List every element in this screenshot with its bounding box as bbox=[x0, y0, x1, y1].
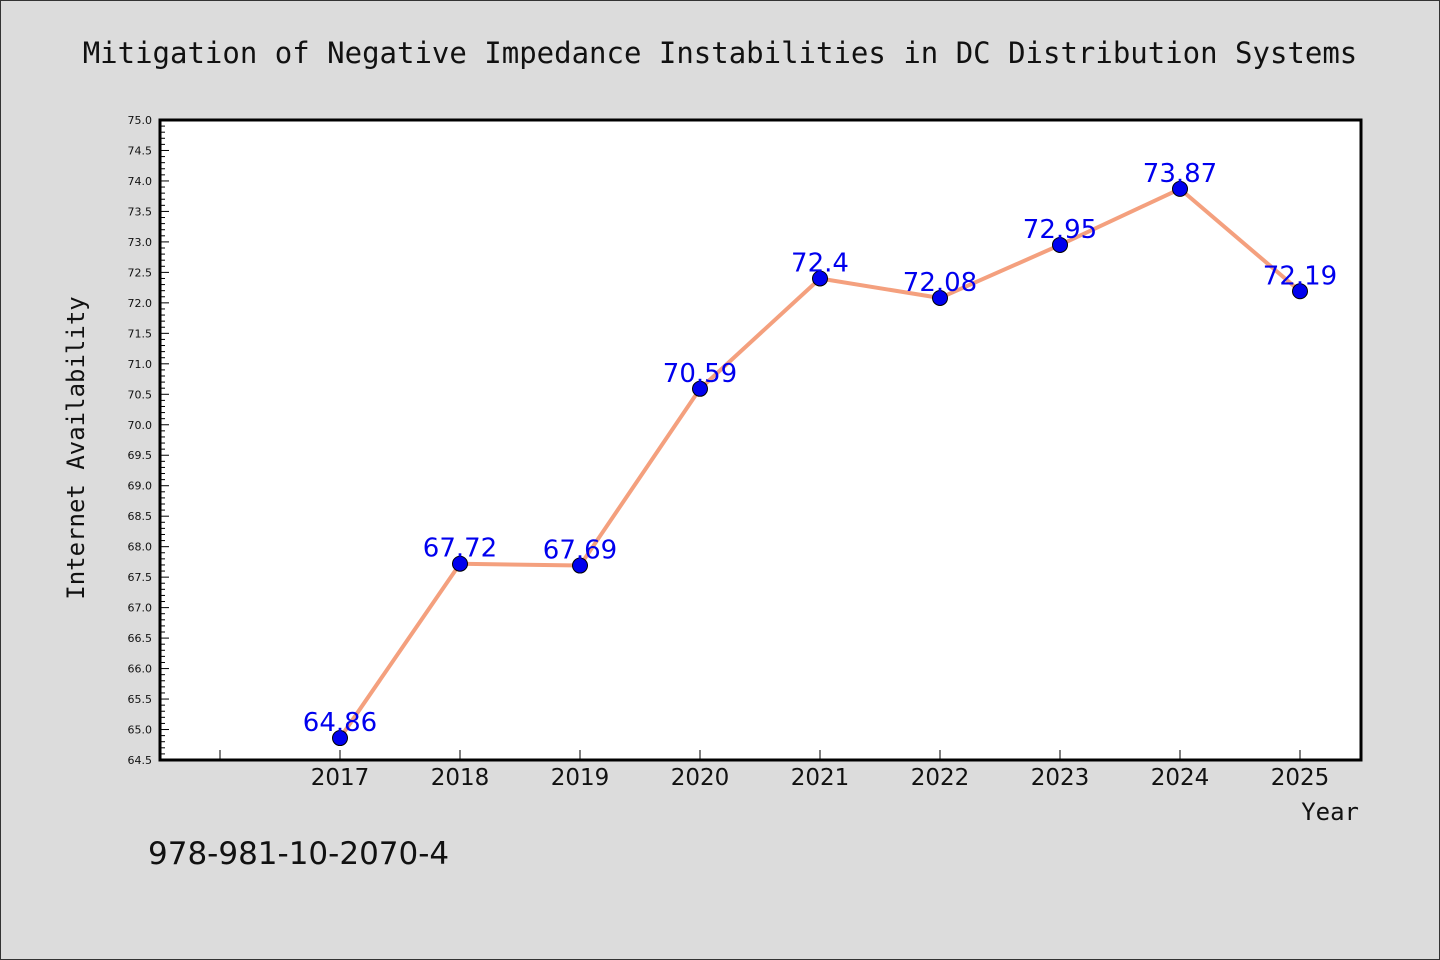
y-tick-label: 70.5 bbox=[128, 388, 153, 401]
data-label: 64.86 bbox=[303, 708, 377, 738]
data-label: 67.69 bbox=[543, 536, 617, 566]
chart-title: Mitigation of Negative Impedance Instabi… bbox=[83, 36, 1358, 70]
y-tick-label: 65.5 bbox=[128, 693, 153, 706]
data-label: 72.19 bbox=[1263, 261, 1337, 291]
y-tick-label: 68.5 bbox=[128, 510, 153, 523]
x-tick-label: 2017 bbox=[311, 765, 370, 791]
x-tick-label: 2021 bbox=[791, 765, 850, 791]
y-tick-label: 65.0 bbox=[128, 724, 153, 737]
x-tick-label: 2018 bbox=[431, 765, 490, 791]
data-label: 73.87 bbox=[1143, 159, 1217, 189]
x-tick-label: 2024 bbox=[1151, 765, 1210, 791]
data-label: 72.95 bbox=[1023, 215, 1097, 245]
x-tick-label: 2022 bbox=[911, 765, 970, 791]
x-axis-label: Year bbox=[1301, 798, 1359, 826]
y-axis-label: Internet Availability bbox=[62, 296, 90, 599]
data-point bbox=[692, 380, 708, 397]
data-point bbox=[812, 270, 828, 287]
y-tick-label: 67.0 bbox=[128, 602, 153, 615]
y-tick-label: 66.5 bbox=[128, 632, 153, 645]
x-tick-label: 2020 bbox=[671, 765, 730, 791]
data-point bbox=[932, 289, 948, 306]
data-point bbox=[572, 557, 588, 574]
data-point bbox=[452, 555, 468, 572]
data-labels: 64.86 67.72 67.69 70.59 72.4 72.08 72.95 73.87 7… bbox=[303, 159, 1337, 738]
y-tick-label: 72.5 bbox=[128, 266, 153, 279]
data-label: 72.08 bbox=[903, 268, 977, 298]
y-axis: 64.5 65.0 65.5 66.0 66.5 67.0 67.5 68.0 68.5 69.0… bbox=[128, 114, 169, 767]
x-tick-label: 2019 bbox=[551, 765, 610, 791]
data-label: 70.59 bbox=[663, 359, 737, 389]
data-label: 67.72 bbox=[423, 534, 497, 564]
x-axis: 2017 2018 2019 2020 2021 2022 2023 2024 2025 bbox=[219, 750, 1330, 791]
y-tick-label: 74.0 bbox=[128, 175, 153, 188]
y-tick-label: 75.0 bbox=[128, 114, 153, 127]
data-label: 72.4 bbox=[791, 248, 849, 278]
data-point bbox=[1172, 180, 1188, 197]
y-tick-label: 67.5 bbox=[128, 571, 153, 584]
data-point bbox=[1292, 283, 1308, 300]
y-tick-label: 66.0 bbox=[128, 663, 153, 676]
y-tick-label: 71.5 bbox=[128, 327, 153, 340]
y-tick-label: 71.0 bbox=[128, 358, 153, 371]
y-tick-label: 70.0 bbox=[128, 419, 153, 432]
y-tick-label: 72.0 bbox=[128, 297, 153, 310]
y-tick-label: 64.5 bbox=[128, 754, 153, 767]
y-tick-label: 74.5 bbox=[128, 144, 153, 157]
y-tick-label: 73.5 bbox=[128, 205, 153, 218]
x-tick-label: 2025 bbox=[1271, 765, 1330, 791]
data-point bbox=[332, 730, 348, 747]
series-markers bbox=[332, 180, 1308, 747]
x-tick-label: 2023 bbox=[1031, 765, 1090, 791]
y-tick-label: 69.5 bbox=[128, 449, 153, 462]
isbn-footnote: 978-981-10-2070-4 bbox=[148, 836, 449, 872]
y-tick-label: 68.0 bbox=[128, 541, 153, 554]
y-tick-label: 73.0 bbox=[128, 236, 153, 249]
data-point bbox=[1052, 236, 1068, 253]
plot-area bbox=[158, 118, 1363, 762]
y-tick-label: 69.0 bbox=[128, 480, 153, 493]
